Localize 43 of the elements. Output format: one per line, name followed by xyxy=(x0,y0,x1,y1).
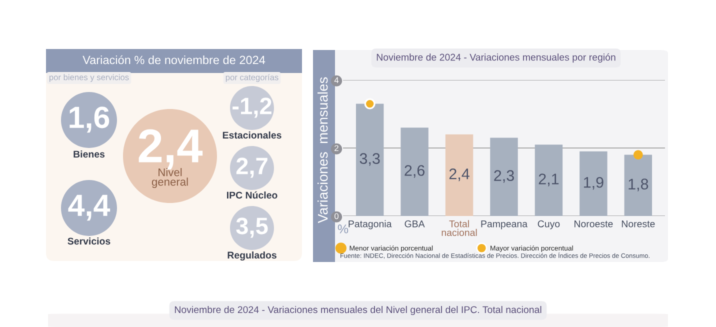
text: -1,2 xyxy=(232,98,272,118)
y-tick-label: 0 xyxy=(334,213,339,220)
y-axis-title: Variaciones mensuales xyxy=(318,77,328,224)
bar xyxy=(490,138,518,216)
data-label: 1,8 xyxy=(628,178,648,192)
text: por categorías xyxy=(226,74,278,82)
x-tick-label: Noreste xyxy=(622,220,655,228)
text: 2,4 xyxy=(138,129,203,170)
data-label: 2,1 xyxy=(538,174,559,186)
data-label: 2,3 xyxy=(494,170,514,183)
y-tick-label: 2 xyxy=(334,145,338,152)
text: 1,6 xyxy=(70,106,110,133)
text: 2,7 xyxy=(236,158,268,178)
text: 4,4 xyxy=(68,194,110,221)
x-tick-label: Noroeste xyxy=(574,220,613,228)
text: por bienes y servicios xyxy=(49,74,129,82)
text: Bienes xyxy=(74,150,105,158)
data-label: 2,4 xyxy=(449,168,470,182)
y-tick-label: 4 xyxy=(334,77,339,84)
chart-title: Noviembre de 2024 - Variaciones mensuales por región xyxy=(376,53,616,63)
x-tick-label: Total nacional xyxy=(442,220,477,236)
text: % xyxy=(338,224,348,234)
text: Variación % de noviembre de 2024 xyxy=(82,55,266,64)
text: Noviembre de 2024 - Variaciones mensuales del Nivel general del IPC. Total nacional xyxy=(174,306,542,316)
text: Regulados xyxy=(228,251,276,261)
x-tick-label: Pampeana xyxy=(481,220,528,230)
bar xyxy=(580,151,608,216)
data-label: 1,9 xyxy=(584,176,604,190)
x-tick-label: Cuyo xyxy=(538,220,560,230)
bar xyxy=(400,128,428,216)
bar xyxy=(624,154,652,216)
bar xyxy=(534,144,563,216)
text: Estacionales xyxy=(222,131,282,139)
data-label: 2,6 xyxy=(404,165,425,178)
bar xyxy=(445,134,474,216)
data-label: 3,3 xyxy=(360,153,380,166)
text: Servicios xyxy=(68,237,110,245)
x-tick-label: Patagonia xyxy=(348,220,392,230)
text: Nivel general xyxy=(152,168,188,188)
text: IPC Núcleo xyxy=(226,191,278,199)
x-tick-label: GBA xyxy=(404,220,425,228)
bar xyxy=(356,104,384,216)
text: 3,5 xyxy=(236,218,268,238)
